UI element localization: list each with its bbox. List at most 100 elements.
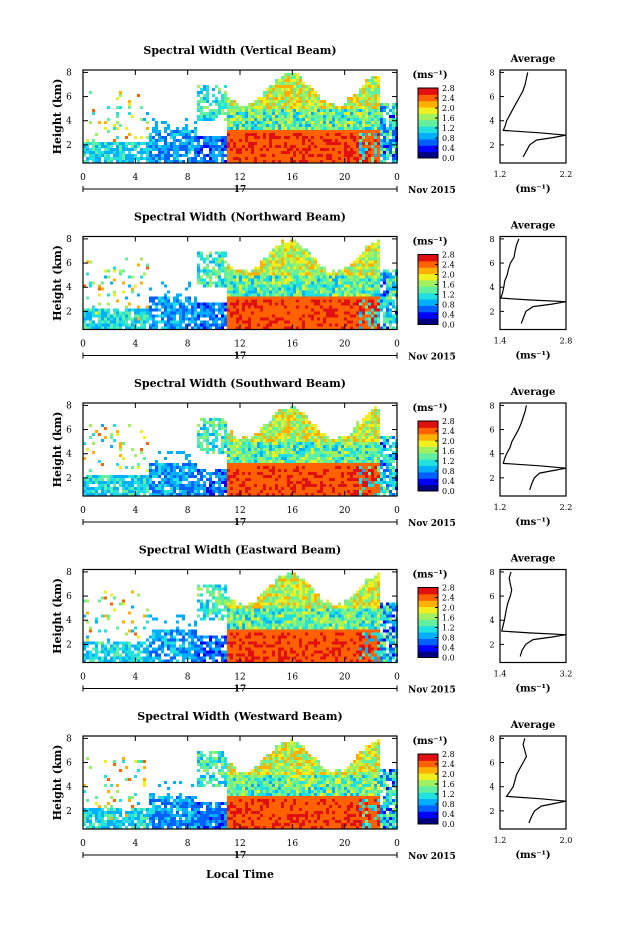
heatmap-cell (302, 481, 305, 484)
heatmap-cell (254, 308, 257, 312)
heatmap-cell (365, 145, 368, 148)
heatmap-cell (251, 484, 254, 487)
heatmap-cell (305, 427, 308, 430)
heatmap-cell (233, 133, 236, 136)
heatmap-cell (386, 103, 389, 106)
heatmap-cell (293, 157, 296, 160)
heatmap-cell (290, 97, 293, 100)
heatmap-cell (308, 287, 311, 291)
heatmap-cell (383, 121, 386, 124)
heatmap-cell (269, 475, 272, 478)
heatmap-cell (353, 269, 356, 273)
heatmap-cell (260, 127, 263, 130)
heatmap-cell (107, 148, 110, 151)
heatmap-cell (149, 475, 152, 478)
heatmap-cell (365, 263, 368, 267)
colorbar-tick-label: 1.6 (442, 281, 455, 290)
heatmap-cell (194, 323, 197, 327)
heatmap-cell (287, 293, 290, 297)
heatmap-cell (284, 88, 287, 91)
heatmap-cell (107, 323, 110, 327)
heatmap-cell (326, 124, 329, 127)
heatmap-cell (254, 157, 257, 160)
heatmap-cell (197, 323, 200, 327)
heatmap-cell (230, 487, 233, 490)
heatmap-cell (239, 445, 242, 448)
heatmap-cell (221, 136, 224, 139)
heatmap-cell (287, 427, 290, 430)
heatmap-cell (86, 490, 89, 493)
heatmap-cell (149, 136, 152, 139)
heatmap-cell (272, 281, 275, 285)
heatmap-cell (281, 305, 284, 309)
heatmap-cell (296, 478, 299, 481)
heatmap-cell (176, 484, 179, 487)
heatmap-cell (95, 308, 98, 312)
heatmap-cell (275, 451, 278, 454)
heatmap-cell (218, 481, 221, 484)
heatmap-cell (383, 269, 386, 273)
heatmap-cell (323, 139, 326, 142)
heatmap-cell (347, 317, 350, 321)
heatmap-cell (227, 457, 230, 460)
heatmap-cell (236, 160, 239, 163)
heatmap-cell (182, 487, 185, 490)
heatmap-cell (302, 94, 305, 97)
heatmap-cell (290, 124, 293, 127)
heatmap-cell (221, 284, 224, 288)
heatmap-cell (83, 308, 86, 312)
heatmap-cell (215, 139, 218, 142)
heatmap-cell (245, 302, 248, 306)
colorbar-tick-label: 1.2 (442, 124, 455, 133)
heatmap-cell (251, 436, 254, 439)
heatmap-cell (230, 287, 233, 291)
heatmap-cell (362, 145, 365, 148)
heatmap-cell (272, 463, 275, 466)
heatmap-cell (209, 251, 212, 255)
heatmap-cell (377, 269, 380, 273)
heatmap-cell (317, 296, 320, 300)
heatmap-cell (263, 118, 266, 121)
heatmap-cell (368, 130, 371, 133)
heatmap-cell (125, 305, 128, 309)
heatmap-cell (380, 130, 383, 133)
heatmap-cell (287, 139, 290, 142)
heatmap-cell (290, 281, 293, 285)
heatmap-cell (314, 317, 317, 321)
heatmap-cell (269, 445, 272, 448)
heatmap-cell (290, 287, 293, 291)
heatmap-cell (287, 251, 290, 255)
heatmap-cell (377, 326, 380, 330)
heatmap-cell (377, 130, 380, 133)
heatmap-cell (107, 118, 110, 121)
heatmap-cell (386, 272, 389, 276)
heatmap-cell (302, 466, 305, 469)
heatmap-cell (305, 148, 308, 151)
heatmap-cell (197, 478, 200, 481)
heatmap-cell (257, 112, 260, 115)
heatmap-cell (206, 100, 209, 103)
heatmap-cell (125, 296, 128, 300)
heatmap-cell (341, 284, 344, 288)
heatmap-cell (311, 130, 314, 133)
heatmap-cell (86, 448, 89, 451)
heatmap-cell (149, 478, 152, 481)
heatmap-cell (218, 305, 221, 309)
heatmap-cell (170, 317, 173, 321)
heatmap-cell (188, 469, 191, 472)
heatmap-cell (299, 487, 302, 490)
heatmap-cell (362, 263, 365, 267)
heatmap-cell (149, 484, 152, 487)
heatmap-cell (329, 145, 332, 148)
heatmap-cell (248, 136, 251, 139)
heatmap-cell (248, 445, 251, 448)
heatmap-cell (182, 466, 185, 469)
heatmap-cell (227, 109, 230, 112)
heatmap-cell (239, 278, 242, 282)
heatmap-cell (143, 317, 146, 321)
heatmap-cell (290, 148, 293, 151)
heatmap-cell (233, 106, 236, 109)
heatmap-cell (290, 302, 293, 306)
heatmap-cell (362, 118, 365, 121)
heatmap-cell (233, 121, 236, 124)
